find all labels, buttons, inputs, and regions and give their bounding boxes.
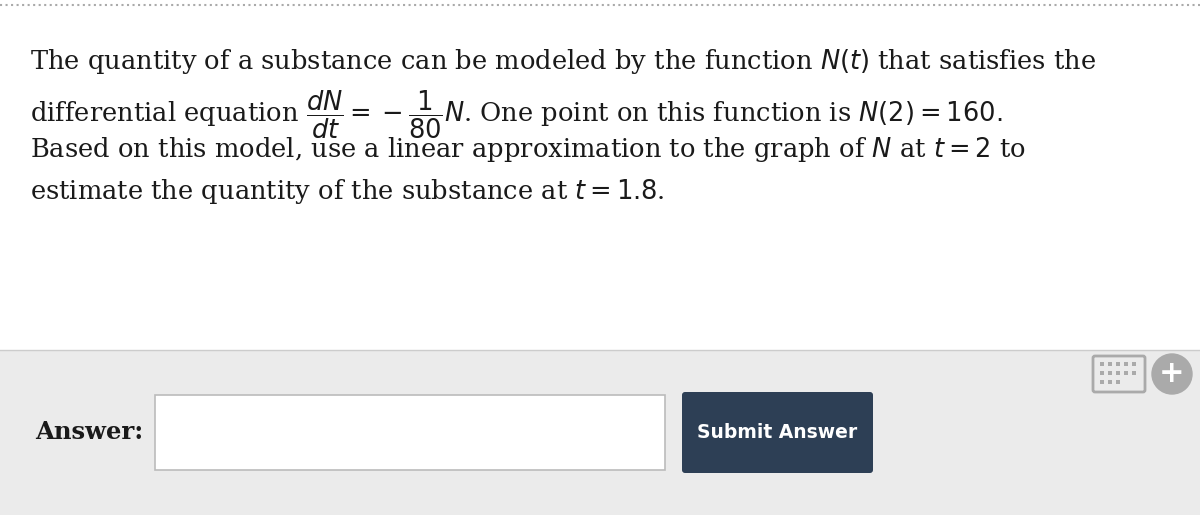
FancyBboxPatch shape — [1100, 371, 1104, 375]
FancyBboxPatch shape — [1124, 362, 1128, 366]
FancyBboxPatch shape — [1100, 380, 1104, 384]
FancyBboxPatch shape — [1108, 362, 1112, 366]
Text: +: + — [1159, 359, 1184, 388]
Circle shape — [1152, 354, 1192, 394]
Text: Based on this model, use a linear approximation to the graph of $N$ at $t = 2$ t: Based on this model, use a linear approx… — [30, 135, 1026, 164]
FancyBboxPatch shape — [1093, 356, 1145, 392]
FancyBboxPatch shape — [1132, 362, 1136, 366]
FancyBboxPatch shape — [1108, 380, 1112, 384]
FancyBboxPatch shape — [1124, 371, 1128, 375]
FancyBboxPatch shape — [1116, 362, 1120, 366]
Text: Submit Answer: Submit Answer — [697, 422, 858, 441]
Text: differential equation $\dfrac{dN}{dt} = -\dfrac{1}{80}N$. One point on this func: differential equation $\dfrac{dN}{dt} = … — [30, 89, 1002, 141]
FancyBboxPatch shape — [155, 395, 665, 470]
Text: The quantity of a substance can be modeled by the function $N(t)$ that satisfies: The quantity of a substance can be model… — [30, 47, 1096, 76]
FancyBboxPatch shape — [1132, 371, 1136, 375]
Text: estimate the quantity of the substance at $t = 1.8$.: estimate the quantity of the substance a… — [30, 177, 665, 206]
FancyBboxPatch shape — [0, 350, 1200, 515]
FancyBboxPatch shape — [1116, 380, 1120, 384]
FancyBboxPatch shape — [1100, 362, 1104, 366]
Text: Answer:: Answer: — [35, 420, 143, 444]
FancyBboxPatch shape — [682, 392, 874, 473]
FancyBboxPatch shape — [1108, 371, 1112, 375]
FancyBboxPatch shape — [1116, 371, 1120, 375]
